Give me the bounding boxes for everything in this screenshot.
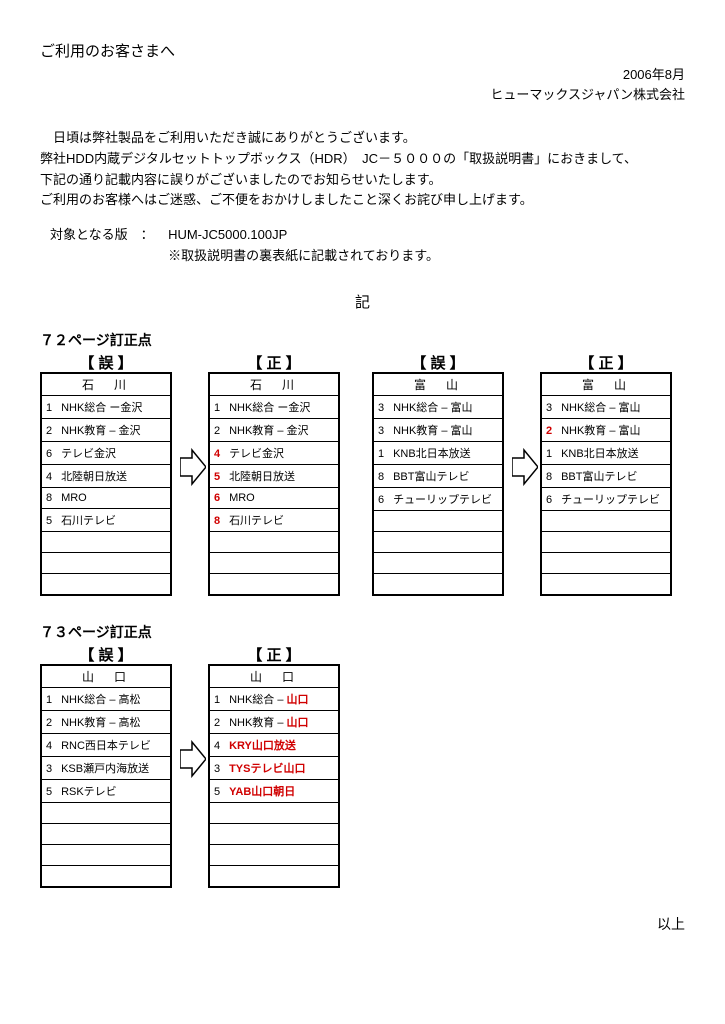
table-row: 5 石川テレビ: [41, 508, 171, 531]
arrow-icon: [510, 352, 540, 582]
correction-table: 山 口1 NHK総合 – 高松2 NHK教育 – 高松4 RNC西日本テレビ3 …: [40, 664, 172, 888]
table-row: 8 BBT富山テレビ: [541, 464, 671, 487]
date: 2006年8月: [40, 65, 685, 85]
error-column: 【 誤 】富 山3 NHK総合 – 富山3 NHK教育 – 富山1 KNB北日本…: [372, 352, 504, 596]
region-header: 石 川: [41, 373, 171, 396]
table-row: 1 KNB北日本放送: [541, 441, 671, 464]
table-row: 1 NHK総合 – 山口: [209, 687, 339, 710]
table-row: 6 MRO: [209, 487, 339, 508]
arrow-icon: [178, 644, 208, 874]
table-row: 6 チューリップテレビ: [541, 487, 671, 510]
table-row: 1 NHK総合 – 高松: [41, 687, 171, 710]
footer: 以上: [40, 914, 685, 934]
region-header: 山 口: [209, 665, 339, 688]
table-row-blank: [373, 552, 503, 573]
ki-mark: 記: [40, 291, 685, 312]
table-row: 1 NHK総合 ー金沢: [209, 395, 339, 418]
table-row: 5 北陸朝日放送: [209, 464, 339, 487]
target-version: 対象となる版 ： HUM-JC5000.100JP 対象となる版 ： ※取扱説明…: [50, 225, 685, 267]
table-row: 4 KRY山口放送: [209, 733, 339, 756]
table-row: 2 NHK教育 – 山口: [209, 710, 339, 733]
table-row: 1 NHK総合 ー金沢: [41, 395, 171, 418]
table-row: 3 NHK総合 – 富山: [373, 395, 503, 418]
region-header: 富 山: [373, 373, 503, 396]
table-row: 6 テレビ金沢: [41, 441, 171, 464]
table-row-blank: [41, 573, 171, 595]
arrow-icon: [178, 352, 208, 582]
intro-text: 日頃は弊社製品をご利用いただき誠にありがとうございます。 弊社HDD内蔵デジタル…: [40, 128, 685, 211]
table-row: 4 北陸朝日放送: [41, 464, 171, 487]
table-row-blank: [209, 573, 339, 595]
section-title: ７２ページ訂正点: [40, 330, 685, 350]
section-title: ７３ページ訂正点: [40, 622, 685, 642]
table-row-blank: [541, 510, 671, 531]
table-row: 8 BBT富山テレビ: [373, 464, 503, 487]
correct-label: 【 正 】: [247, 644, 300, 662]
region-header: 石 川: [209, 373, 339, 396]
table-row-blank: [541, 531, 671, 552]
table-row: 6 チューリップテレビ: [373, 487, 503, 510]
correct-column: 【 正 】石 川1 NHK総合 ー金沢2 NHK教育 – 金沢4 テレビ金沢5 …: [208, 352, 340, 596]
page-title: ご利用のお客さまへ: [40, 40, 685, 61]
table-row: 5 RSKテレビ: [41, 779, 171, 802]
correction-table: 石 川1 NHK総合 ー金沢2 NHK教育 – 金沢6 テレビ金沢4 北陸朝日放…: [40, 372, 172, 596]
table-row-blank: [209, 844, 339, 865]
table-row: 2 NHK教育 – 金沢: [209, 418, 339, 441]
table-row-blank: [209, 531, 339, 552]
table-row-blank: [373, 510, 503, 531]
region-header: 富 山: [541, 373, 671, 396]
table-row-blank: [41, 823, 171, 844]
table-row-blank: [41, 552, 171, 573]
error-label: 【 誤 】: [411, 352, 464, 370]
table-row: 2 NHK教育 – 富山: [541, 418, 671, 441]
correction-table: 富 山3 NHK総合 – 富山2 NHK教育 – 富山1 KNB北日本放送8 B…: [540, 372, 672, 596]
table-row: 3 KSB瀬戸内海放送: [41, 756, 171, 779]
table-row: 4 RNC西日本テレビ: [41, 733, 171, 756]
correct-label: 【 正 】: [247, 352, 300, 370]
table-row: 3 TYSテレビ山口: [209, 756, 339, 779]
table-row-blank: [41, 531, 171, 552]
table-row-blank: [373, 531, 503, 552]
region-header: 山 口: [41, 665, 171, 688]
table-row-blank: [41, 802, 171, 823]
correct-column: 【 正 】山 口1 NHK総合 – 山口2 NHK教育 – 山口4 KRY山口放…: [208, 644, 340, 888]
table-row-blank: [373, 573, 503, 595]
error-label: 【 誤 】: [79, 352, 132, 370]
table-row-blank: [41, 844, 171, 865]
table-row: 3 NHK総合 – 富山: [541, 395, 671, 418]
correct-column: 【 正 】富 山3 NHK総合 – 富山2 NHK教育 – 富山1 KNB北日本…: [540, 352, 672, 596]
table-row: 2 NHK教育 – 高松: [41, 710, 171, 733]
error-column: 【 誤 】石 川1 NHK総合 ー金沢2 NHK教育 – 金沢6 テレビ金沢4 …: [40, 352, 172, 596]
table-row-blank: [209, 865, 339, 887]
table-row: 8 石川テレビ: [209, 508, 339, 531]
table-row: 2 NHK教育 – 金沢: [41, 418, 171, 441]
correction-table: 石 川1 NHK総合 ー金沢2 NHK教育 – 金沢4 テレビ金沢5 北陸朝日放…: [208, 372, 340, 596]
correct-label: 【 正 】: [579, 352, 632, 370]
table-row-blank: [209, 552, 339, 573]
correction-table: 山 口1 NHK総合 – 山口2 NHK教育 – 山口4 KRY山口放送3 TY…: [208, 664, 340, 888]
error-label: 【 誤 】: [79, 644, 132, 662]
correction-table: 富 山3 NHK総合 – 富山3 NHK教育 – 富山1 KNB北日本放送8 B…: [372, 372, 504, 596]
header-right: 2006年8月 ヒューマックスジャパン株式会社: [40, 65, 685, 104]
error-column: 【 誤 】山 口1 NHK総合 – 高松2 NHK教育 – 高松4 RNC西日本…: [40, 644, 172, 888]
table-row: 3 NHK教育 – 富山: [373, 418, 503, 441]
table-row: 4 テレビ金沢: [209, 441, 339, 464]
table-row: 8 MRO: [41, 487, 171, 508]
table-row-blank: [209, 802, 339, 823]
table-row-blank: [541, 573, 671, 595]
table-row-blank: [209, 823, 339, 844]
company: ヒューマックスジャパン株式会社: [40, 85, 685, 105]
table-row: 5 YAB山口朝日: [209, 779, 339, 802]
table-row-blank: [541, 552, 671, 573]
table-row-blank: [41, 865, 171, 887]
table-row: 1 KNB北日本放送: [373, 441, 503, 464]
